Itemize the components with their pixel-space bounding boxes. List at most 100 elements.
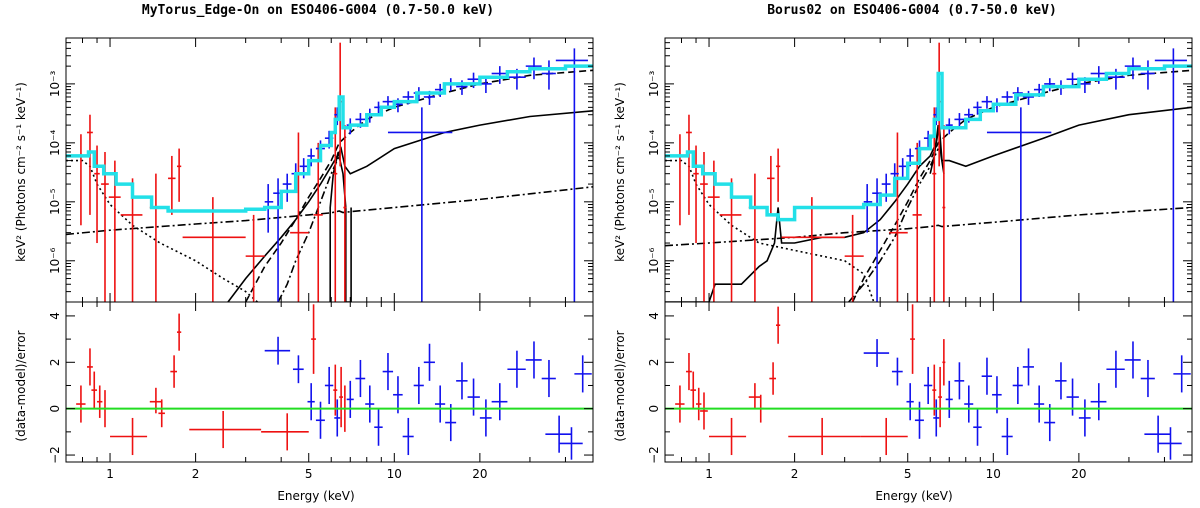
residual-point-soft — [748, 383, 761, 409]
chart-title: Borus02 on ESO406-G004 (0.7-50.0 keV) — [767, 3, 1057, 18]
residual-point-hard — [1033, 385, 1045, 423]
spectrum-point-soft — [313, 142, 323, 302]
residual-point-hard — [906, 383, 914, 421]
y-axis-label-residuals: (data-model)/error — [613, 330, 627, 441]
spectrum-point-hard — [863, 184, 873, 233]
spectrum-point-soft — [719, 178, 742, 302]
residual-point-hard — [973, 408, 982, 446]
model-component-dashdot — [848, 148, 939, 302]
y-tick-label: 2 — [647, 358, 661, 366]
residual-point-hard — [423, 343, 435, 381]
spectrum-point-hard — [1001, 91, 1013, 105]
x-tick-label: 10 — [986, 467, 1001, 481]
residual-point-hard — [365, 385, 375, 423]
residual-point-hard — [434, 385, 446, 423]
residual-point-soft — [942, 339, 946, 386]
residual-point-soft — [176, 313, 182, 351]
residual-point-hard — [891, 357, 903, 386]
residual-point-hard — [445, 404, 457, 442]
residual-point-hard — [1055, 362, 1067, 400]
model-component-dashed — [851, 69, 1192, 302]
model-component-solid — [329, 151, 352, 302]
residual-point-hard — [1158, 427, 1182, 460]
residual-point-hard — [574, 355, 592, 393]
spectrum-point-soft — [245, 214, 265, 302]
y-tick-label: 10⁻³ — [48, 70, 62, 97]
residual-point-hard — [545, 415, 572, 453]
spectrum-point-hard — [479, 77, 492, 94]
y-tick-label: 4 — [647, 312, 661, 320]
spectrum-point-hard — [307, 148, 315, 167]
residual-point-hard — [467, 378, 480, 416]
spectrum-point-soft — [700, 151, 708, 302]
residual-point-hard — [334, 399, 341, 437]
spectrum-point-hard — [1044, 78, 1056, 92]
spectrum-point-hard — [981, 96, 993, 109]
residual-point-hard — [525, 341, 542, 379]
spectrum-point-soft — [76, 134, 86, 226]
residual-point-soft — [775, 306, 781, 344]
residual-point-hard — [456, 362, 468, 400]
residual-point-soft — [170, 355, 177, 388]
x-tick-label: 20 — [1071, 467, 1086, 481]
residual-point-hard — [393, 376, 403, 414]
chart-panel-1: 1 2 5 10 20 10⁻⁶ 10⁻⁵ 10⁻⁴ 10⁻³ −2 0 2 4 — [48, 37, 594, 481]
spectrum-point-soft — [844, 214, 864, 302]
residual-point-soft — [709, 417, 747, 456]
spectrum-point-soft — [932, 107, 937, 302]
y-axis-label-spectrum: keV² (Photons cm⁻² s⁻¹ keV⁻¹) — [613, 82, 627, 262]
plot-frame-residuals — [65, 301, 594, 463]
residual-point-soft — [261, 413, 309, 451]
spectrum-point-hard — [467, 72, 480, 89]
x-tick-label: 20 — [472, 467, 487, 481]
x-tick-label: 2 — [791, 467, 799, 481]
residual-point-hard — [863, 339, 890, 367]
y-tick-label: 4 — [48, 312, 62, 320]
model-component-dashdot — [66, 186, 593, 236]
x-axis-label: Energy (keV) — [875, 489, 952, 503]
model-component-dashed — [244, 69, 593, 302]
y-tick-label: 10⁻⁶ — [647, 247, 661, 274]
residual-point-soft — [158, 399, 165, 428]
spectrum-point-soft — [748, 173, 761, 302]
residual-point-hard — [382, 353, 394, 391]
residual-point-soft — [189, 410, 262, 449]
x-tick-label: 1 — [106, 467, 114, 481]
residual-point-soft — [910, 304, 915, 374]
residual-point-hard — [292, 355, 304, 384]
y-axis-label-spectrum: keV² (Photons cm⁻² s⁻¹ keV⁻¹) — [14, 82, 28, 262]
spectrum-point-soft — [767, 155, 775, 215]
residual-point-soft — [696, 387, 702, 421]
model-component-solid — [665, 106, 1192, 302]
residual-point-hard — [307, 383, 315, 421]
residual-point-soft — [700, 392, 708, 430]
spectrum-point-hard — [1090, 66, 1107, 84]
y-axis-label-residuals: (data-model)/error — [14, 330, 28, 441]
residual-point-hard — [402, 417, 414, 456]
residual-point-hard — [1022, 348, 1034, 386]
spectrum-point-hard — [491, 66, 508, 84]
spectrum-panel — [665, 42, 1192, 302]
spectrum-point-soft — [290, 132, 309, 302]
chart-panel-2: 1 2 5 10 20 10⁻⁶ 10⁻⁵ 10⁻⁴ 10⁻³ −2 0 2 4 — [647, 37, 1193, 481]
spectrum-point-soft — [775, 148, 781, 202]
residual-point-soft — [938, 366, 943, 428]
spectrum-point-hard — [973, 101, 982, 115]
spectrum-point-soft — [942, 125, 946, 302]
residual-point-soft — [87, 348, 93, 386]
spectrum-point-soft — [101, 151, 109, 302]
x-tick-label: 2 — [192, 467, 200, 481]
residual-point-soft — [97, 385, 103, 418]
residual-point-hard — [491, 383, 508, 421]
residual-point-hard — [1001, 417, 1013, 456]
spectrum-point-hard — [898, 158, 907, 179]
residual-point-soft — [932, 364, 937, 416]
total-model-line — [66, 64, 593, 213]
spectrum-point-soft — [343, 125, 347, 302]
spectrum-point-hard — [1140, 60, 1155, 90]
residual-point-soft — [76, 385, 86, 423]
spectrum-point-soft — [149, 173, 162, 302]
spectrum-point-hard — [541, 60, 556, 90]
residual-point-hard — [541, 359, 556, 398]
spectrum-panel — [66, 42, 593, 302]
